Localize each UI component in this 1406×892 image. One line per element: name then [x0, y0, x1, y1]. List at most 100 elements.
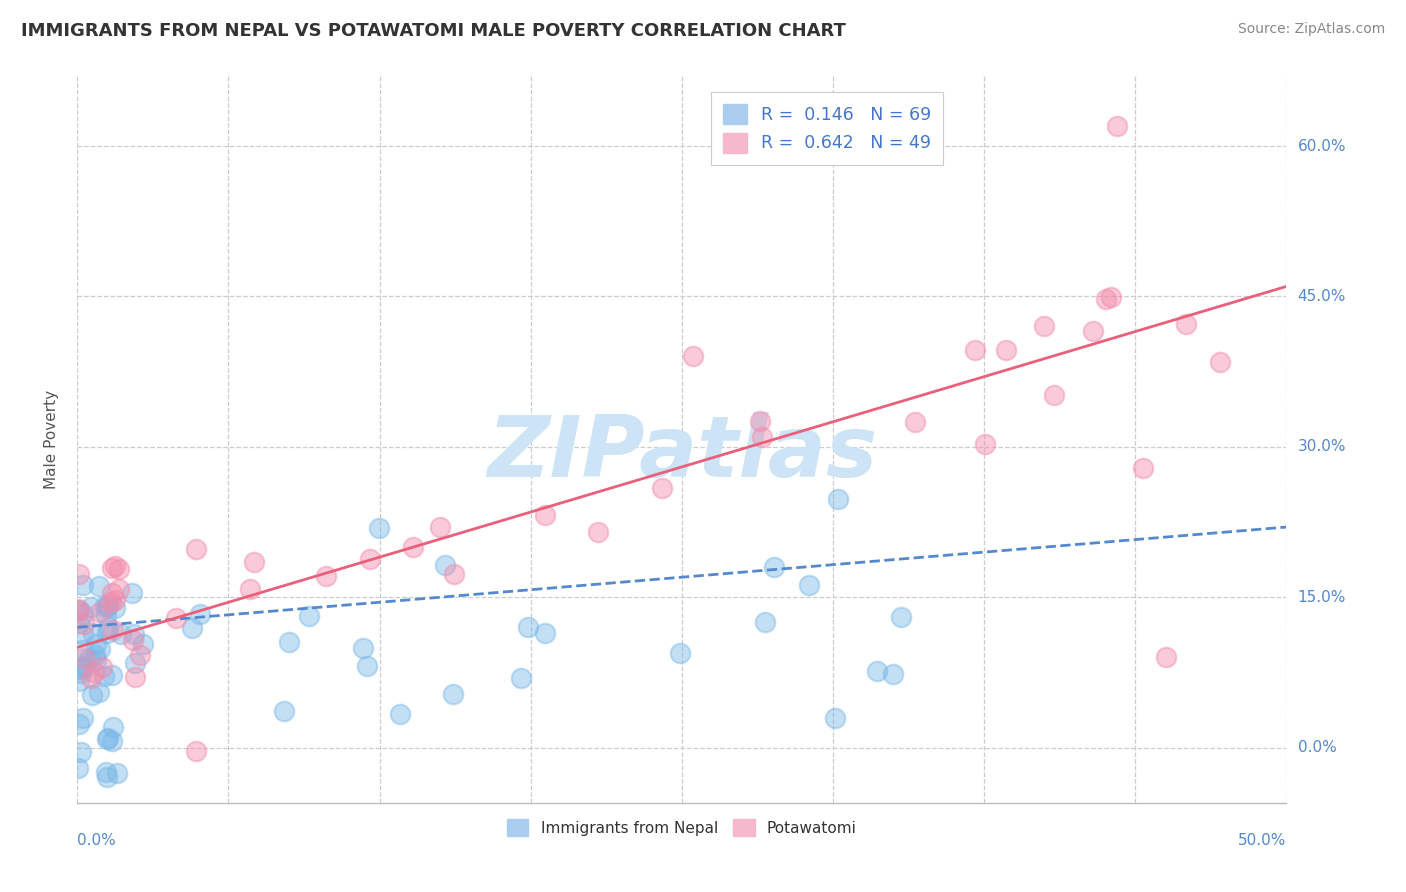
- Point: [882, 666, 904, 681]
- Point: [77, 652, 100, 666]
- Point: [89, 641, 111, 656]
- Point: [799, 578, 821, 592]
- Point: [1154, 650, 1177, 665]
- Point: [165, 610, 187, 624]
- Point: [128, 648, 150, 662]
- Point: [889, 609, 911, 624]
- Point: [1081, 324, 1104, 338]
- Point: [73, 650, 96, 665]
- Point: [67, 604, 90, 618]
- Point: [96, 732, 118, 747]
- Point: [443, 567, 465, 582]
- Point: [84, 637, 107, 651]
- Point: [83, 665, 105, 679]
- Point: [402, 540, 425, 554]
- Text: 30.0%: 30.0%: [1298, 440, 1346, 454]
- Point: [67, 603, 90, 617]
- Text: 0.0%: 0.0%: [77, 833, 117, 848]
- Point: [69, 662, 91, 676]
- Point: [83, 648, 105, 662]
- Point: [297, 609, 319, 624]
- Point: [748, 413, 770, 427]
- Point: [994, 343, 1017, 358]
- Point: [181, 622, 204, 636]
- Text: 45.0%: 45.0%: [1298, 289, 1346, 304]
- Point: [89, 605, 111, 619]
- Point: [359, 552, 381, 566]
- Point: [97, 731, 120, 745]
- Point: [105, 765, 128, 780]
- Point: [184, 744, 207, 758]
- Point: [1132, 461, 1154, 475]
- Point: [100, 667, 122, 681]
- Point: [67, 673, 90, 688]
- Point: [1209, 355, 1232, 369]
- Point: [121, 632, 143, 647]
- Point: [104, 601, 127, 615]
- Point: [751, 430, 773, 444]
- Point: [67, 716, 90, 731]
- Point: [132, 637, 155, 651]
- Point: [1033, 318, 1056, 333]
- Point: [188, 607, 211, 621]
- Point: [108, 582, 131, 596]
- Point: [433, 558, 456, 572]
- Point: [103, 720, 125, 734]
- Point: [122, 626, 145, 640]
- Point: [72, 643, 94, 657]
- Point: [75, 658, 97, 673]
- Point: [110, 627, 132, 641]
- Point: [100, 595, 122, 609]
- Point: [682, 349, 704, 363]
- Point: [70, 659, 93, 673]
- Text: 60.0%: 60.0%: [1298, 138, 1346, 153]
- Point: [517, 620, 540, 634]
- Point: [94, 599, 117, 613]
- Point: [441, 686, 464, 700]
- Point: [124, 656, 146, 670]
- Point: [96, 599, 118, 614]
- Point: [534, 508, 557, 523]
- Text: IMMIGRANTS FROM NEPAL VS POTAWATOMI MALE POVERTY CORRELATION CHART: IMMIGRANTS FROM NEPAL VS POTAWATOMI MALE…: [21, 22, 846, 40]
- Point: [101, 585, 124, 599]
- Point: [96, 764, 118, 779]
- Point: [96, 770, 118, 784]
- Point: [104, 592, 127, 607]
- Point: [67, 602, 90, 616]
- Point: [97, 598, 120, 612]
- Point: [356, 659, 378, 673]
- Point: [100, 734, 122, 748]
- Point: [80, 689, 103, 703]
- Point: [101, 623, 124, 637]
- Point: [389, 707, 412, 722]
- Point: [352, 640, 374, 655]
- Point: [186, 541, 208, 556]
- Point: [973, 437, 995, 451]
- Point: [824, 711, 846, 725]
- Point: [534, 626, 557, 640]
- Point: [72, 607, 94, 622]
- Text: 15.0%: 15.0%: [1298, 590, 1346, 605]
- Point: [91, 659, 114, 673]
- Point: [1095, 292, 1118, 306]
- Point: [67, 615, 90, 630]
- Point: [100, 561, 122, 575]
- Point: [121, 586, 143, 600]
- Point: [668, 646, 690, 660]
- Point: [87, 579, 110, 593]
- Legend: Immigrants from Nepal, Potawatomi: Immigrants from Nepal, Potawatomi: [501, 813, 863, 842]
- Point: [963, 343, 986, 358]
- Point: [277, 635, 299, 649]
- Point: [82, 626, 104, 640]
- Point: [107, 562, 129, 576]
- Point: [66, 761, 89, 775]
- Point: [72, 711, 94, 725]
- Point: [242, 555, 264, 569]
- Point: [96, 607, 118, 622]
- Point: [124, 670, 146, 684]
- Text: ZIPatlas: ZIPatlas: [486, 412, 877, 495]
- Point: [97, 620, 120, 634]
- Point: [904, 415, 927, 429]
- Point: [754, 615, 776, 629]
- Point: [315, 568, 337, 582]
